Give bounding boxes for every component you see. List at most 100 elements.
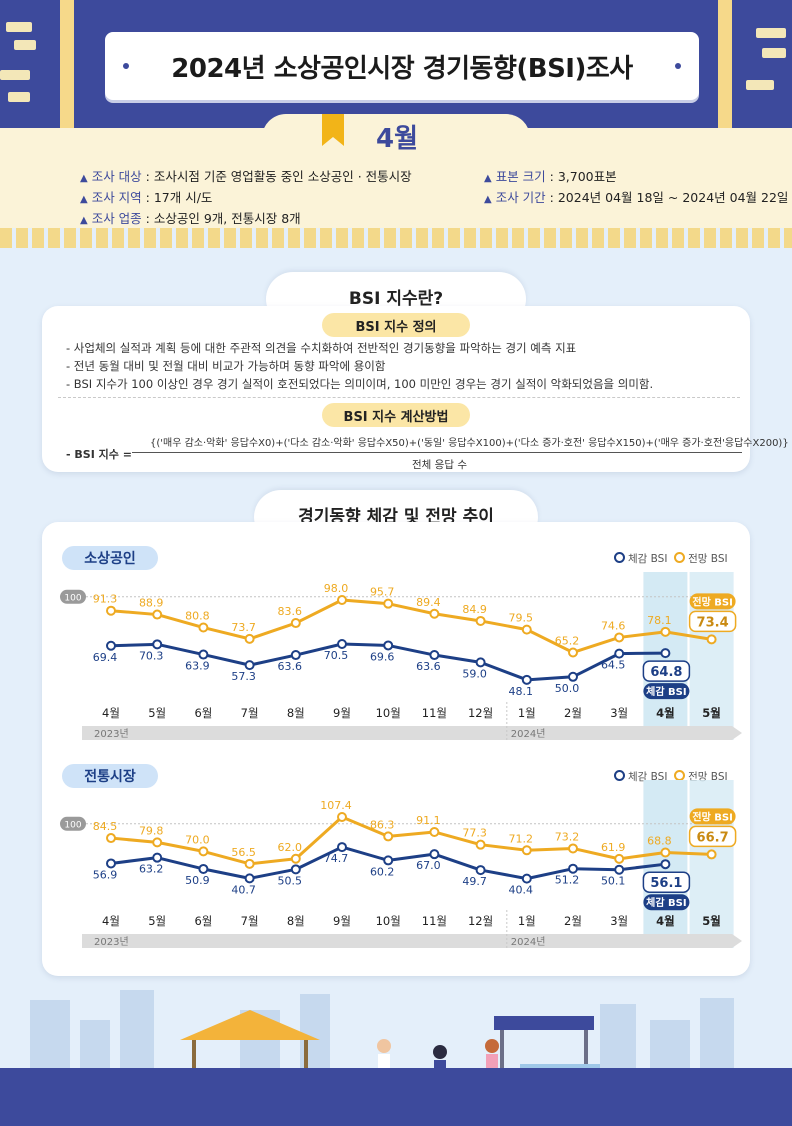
actual-bsi-point [198,863,209,874]
brick-decoration [8,92,30,102]
actual-bsi-label: 50.5 [278,874,303,887]
actual-callout-box [642,660,691,682]
forecast-bsi-point [475,839,486,850]
forecast-bsi-label: 80.8 [185,610,210,623]
forecast-bsi-label: 73.2 [555,830,580,843]
forecast-bsi-point [706,634,717,645]
formula-label: - BSI 지수 = [66,448,132,461]
forecast-bsi-point [152,609,163,620]
info-key: 표본 크기 [495,169,546,184]
header-stripe [718,0,732,128]
actual-bsi-point [106,640,116,651]
bookmark-icon [322,114,344,146]
header-stripe [60,0,74,128]
triangle-icon: ▲ [484,173,492,184]
actual-bsi-label: 50.9 [185,874,210,887]
actual-bsi-point [152,852,163,863]
legend-actual-marker [614,770,625,781]
info-value: : 조사시점 기준 영업활동 중인 소상공인 · 전통시장 [141,169,412,184]
forecast-bsi-label: 91.3 [93,593,118,606]
x-tick-label: 9월 [333,914,351,928]
chart-traditional-market: 100 56.9 63.2 50.9 40.7 50.5 74.7 60.2 67.0 49.7 4… [60,780,742,948]
actual-callout-tag [643,894,690,911]
actual-bsi-point [106,858,116,869]
forecast-callout-box [688,610,737,633]
definition-line: - BSI 지수가 100 이상인 경우 경기 실적이 호전되었다는 의미이며,… [66,377,654,391]
actual-callout-value: 64.8 [650,665,682,680]
forecast-bsi-label: 74.6 [601,619,626,632]
forecast-bsi-point [106,605,116,616]
forecast-bsi-point [198,622,209,633]
x-tick-label: 5월 [702,706,721,720]
forecast-bsi-label: 107.4 [320,799,352,812]
forecast-bsi-point [106,833,116,844]
year-label-2023: 2023년 [94,936,129,948]
formula-numerator: {('매우 감소·악화' 응답수X0)+('다소 감소·악화' 응답수X50)+… [150,438,789,449]
title-dot [675,63,681,69]
x-tick-label: 8월 [287,914,305,928]
legend-actual: 체감 BSI [628,553,668,565]
forecast-bsi-label: 84.5 [93,820,118,833]
title-dot [123,63,129,69]
forecast-bsi-point [568,647,578,658]
definition-line: - 전년 동월 대비 및 전월 대비 비교가 가능하며 동향 파악에 용이함 [66,359,386,373]
actual-bsi-point [337,842,347,853]
forecast-bsi-point [244,633,255,644]
scallop-border [0,228,792,248]
x-tick-label: 5월 [148,914,166,928]
legend-forecast-marker [674,552,686,563]
forecast-callout-tag-label: 전망 BSI [692,595,732,608]
forecast-callout-tag [689,808,736,825]
brick-decoration [0,70,30,80]
actual-bsi-point [568,863,578,874]
actual-bsi-label: 70.5 [324,649,349,662]
forecast-bsi-label: 79.8 [139,824,164,837]
chart-small-business: 100 69.4 70.3 63.9 57.3 63.6 70.5 69.6 63.6 59.0 4… [60,572,742,740]
reference-label: 100 [64,593,81,603]
forecast-callout-tag [689,593,736,610]
x-tick-label: 8월 [287,706,305,720]
x-tick-label: 5월 [702,914,721,928]
trend-card [42,522,750,976]
actual-bsi-label: 60.2 [370,865,395,878]
year-label-2023: 2023년 [94,728,129,740]
forecast-bsi-point [706,849,717,860]
info-target: ▲ 조사 대상 : 조사시점 기준 영업활동 중인 소상공인 · 전통시장 [80,166,412,185]
actual-bsi-point [614,864,625,875]
forecast-bsi-label: 84.9 [462,603,487,616]
actual-bsi-label: 48.1 [509,685,534,698]
actual-bsi-label: 40.7 [231,883,256,896]
forecast-bsi-point [244,858,255,869]
forecast-bsi-point [475,615,486,626]
info-industry: ▲ 조사 업종 : 소상공인 9개, 전통시장 8개 [80,208,301,227]
forecast-bsi-label: 61.9 [601,841,626,854]
actual-bsi-point [660,859,671,870]
forecast-bsi-label: 77.3 [462,827,487,840]
info-sample: ▲ 표본 크기 : 3,700표본 [484,166,617,185]
info-value: : 2024년 04월 18일 ~ 2024년 04월 22일 [545,190,789,205]
reference-label: 100 [64,820,81,830]
legend-forecast: 전망 BSI [688,553,728,565]
x-tick-label: 12월 [468,706,493,720]
forecast-bsi-label: 56.5 [231,846,256,859]
forecast-bsi-point [383,831,394,842]
actual-bsi-point [475,865,486,876]
actual-callout-tag-label: 체감 BSI [646,896,686,909]
forecast-bsi-point [383,598,394,609]
info-key: 조사 기간 [495,190,546,205]
x-tick-label: 9월 [333,706,351,720]
fraction-line [132,452,742,453]
actual-bsi-label: 59.0 [462,667,487,680]
forecast-bsi-label: 98.0 [324,582,349,595]
x-tick-label: 2월 [564,706,582,720]
reference-badge [60,816,86,831]
actual-bsi-point [337,639,347,649]
x-tick-label: 10월 [376,914,401,928]
actual-bsi-label: 49.7 [462,875,487,888]
actual-bsi-label: 69.4 [93,651,118,664]
info-value: : 17개 시/도 [141,190,213,205]
forecast-bsi-label: 86.3 [370,818,395,831]
dashed-divider [58,397,740,398]
forecast-bsi-label: 95.7 [370,586,395,599]
forecast-bsi-point [429,826,440,837]
